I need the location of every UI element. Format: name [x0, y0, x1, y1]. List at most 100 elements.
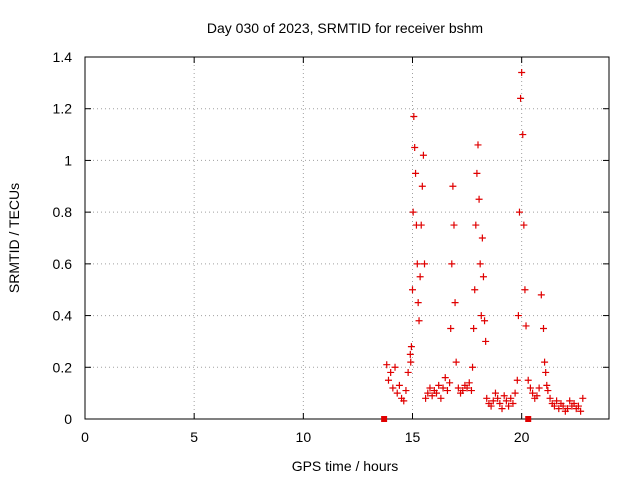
y-tick-label: 0.8: [53, 204, 73, 220]
data-point: [454, 384, 462, 392]
data-point: [400, 397, 408, 405]
data-point: [546, 394, 554, 402]
data-point: [387, 368, 395, 376]
data-point: [474, 141, 482, 149]
data-point: [449, 182, 457, 190]
data-point: [422, 394, 430, 402]
data-point: [526, 384, 534, 392]
x-tick-label: 0: [81, 429, 89, 445]
data-point: [463, 384, 471, 392]
data-point: [496, 399, 504, 407]
plot-frame: [84, 56, 610, 420]
data-point: [543, 381, 551, 389]
data-point: [407, 343, 415, 351]
data-point: [404, 368, 412, 376]
data-point: [433, 389, 441, 397]
data-point: [479, 273, 487, 281]
data-point: [416, 273, 424, 281]
data-point: [521, 286, 529, 294]
data-point: [522, 322, 530, 330]
data-point: [482, 337, 490, 345]
y-tick-labels: 0 0.2 0.4 0.6 0.8 1 1.2 1.4: [53, 49, 73, 427]
data-point: [437, 394, 445, 402]
data-point: [529, 389, 537, 397]
data-point: [511, 389, 519, 397]
data-point: [384, 376, 392, 384]
data-point: [448, 260, 456, 268]
data-point: [412, 169, 420, 177]
data-point: [421, 260, 429, 268]
data-point: [555, 405, 563, 413]
data-point: [478, 234, 486, 242]
data-point: [473, 169, 481, 177]
data-point: [509, 399, 517, 407]
data-point: [520, 221, 528, 229]
data-point: [500, 392, 508, 400]
data-point: [472, 221, 480, 229]
data-point: [544, 387, 552, 395]
data-point: [407, 358, 415, 366]
data-point: [574, 402, 582, 410]
data-point: [514, 312, 522, 320]
square-marker: [381, 416, 388, 422]
data-point: [519, 131, 527, 139]
data-point: [487, 402, 495, 410]
x-tick-label: 5: [190, 429, 198, 445]
data-point: [411, 144, 419, 151]
data-point: [577, 407, 585, 415]
data-point: [391, 363, 399, 371]
data-point: [383, 361, 391, 369]
square-marker: [525, 416, 532, 422]
y-tick-label: 0: [64, 411, 72, 427]
y-tick-label: 0.2: [53, 359, 73, 375]
data-point: [389, 384, 397, 392]
data-point: [413, 260, 421, 268]
data-point: [494, 394, 502, 402]
data-point: [513, 376, 521, 384]
data-point: [535, 384, 543, 392]
data-point: [475, 195, 483, 203]
data-point: [465, 379, 473, 387]
data-point: [406, 350, 414, 358]
data-point: [515, 208, 523, 216]
x-tick-labels: 0 5 10 15 20: [81, 429, 530, 445]
data-point: [517, 94, 525, 102]
data-point: [541, 358, 549, 366]
data-point: [446, 379, 454, 387]
data-point: [414, 299, 422, 307]
data-point: [452, 358, 460, 366]
data-point: [533, 392, 541, 400]
data-point: [409, 286, 416, 294]
data-point: [395, 381, 403, 389]
data-point: [469, 363, 477, 371]
data-point: [498, 405, 506, 413]
data-point: [471, 286, 479, 294]
data-point: [419, 151, 427, 159]
data-point: [566, 397, 574, 405]
data-point: [570, 399, 578, 407]
data-point: [505, 402, 513, 410]
data-point: [402, 387, 410, 395]
data-point: [559, 402, 567, 410]
data-point: [518, 69, 526, 77]
y-tick-label: 1: [64, 152, 72, 168]
data-point: [542, 368, 550, 376]
data-point: [459, 387, 467, 395]
y-tick-label: 1.4: [53, 49, 73, 65]
data-point: [393, 389, 401, 397]
data-points: [381, 69, 587, 422]
data-point: [507, 394, 515, 402]
y-axis-label: SRMTID / TECUs: [6, 183, 22, 293]
chart-title: Day 030 of 2023, SRMTID for receiver bsh…: [207, 20, 483, 36]
y-tick-label: 0.4: [53, 308, 73, 324]
y-tick-label: 0.6: [53, 256, 73, 272]
data-point: [537, 291, 545, 299]
data-point: [481, 317, 489, 325]
data-point: [418, 182, 426, 190]
data-point: [489, 397, 497, 405]
data-point: [435, 381, 443, 389]
data-point: [491, 389, 499, 397]
data-point: [450, 221, 458, 229]
data-point: [564, 405, 572, 413]
